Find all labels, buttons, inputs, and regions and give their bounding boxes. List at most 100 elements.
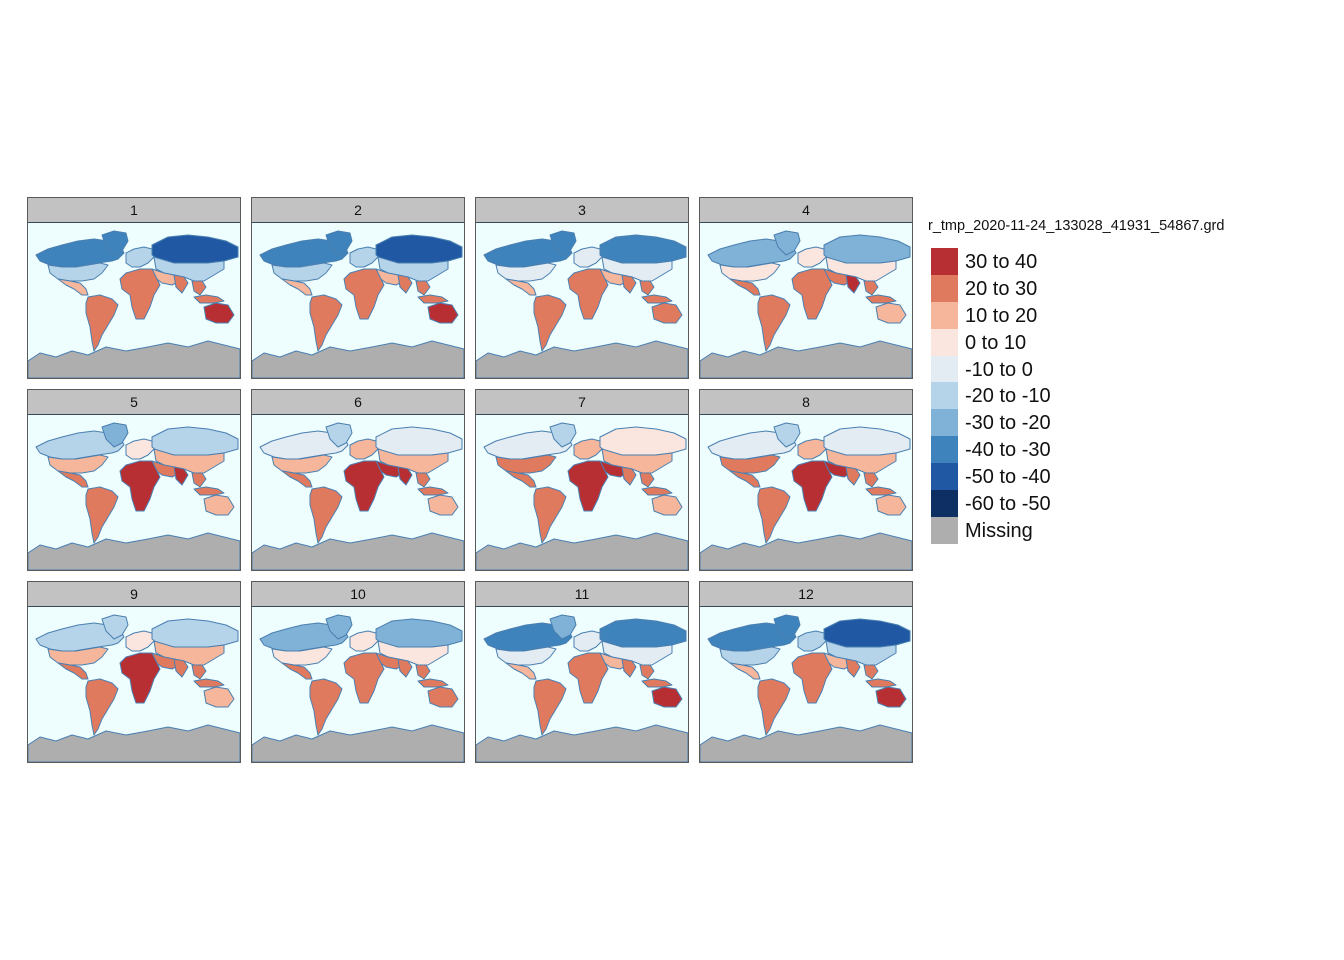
region-europe [573, 438, 603, 460]
map-panel: 11 [475, 581, 689, 763]
legend-swatch [931, 328, 958, 356]
map-panel: 7 [475, 389, 689, 571]
region-indonesia [641, 678, 673, 688]
legend-item: 30 to 40 [928, 248, 1224, 275]
region-indonesia [193, 678, 225, 688]
region-mexico [505, 278, 537, 296]
legend-item: 20 to 30 [928, 274, 1224, 302]
region-europe [797, 438, 827, 460]
facet-grid: 1 2 3 4 5 6 7 8 9 10 11 12 [27, 197, 914, 763]
region-seasia [639, 280, 655, 296]
region-greenland [325, 614, 353, 640]
panel-title: 5 [28, 390, 240, 415]
legend-swatch [931, 436, 958, 464]
region-africa [343, 652, 385, 704]
region-greenland [549, 230, 577, 256]
map-panel: 10 [251, 581, 465, 763]
region-mexico [281, 278, 313, 296]
region-greenland [101, 422, 129, 448]
panel-title: 1 [28, 198, 240, 223]
legend-item: -20 to -10 [928, 382, 1224, 410]
region-samerica [85, 294, 119, 352]
temperature-map [28, 415, 240, 570]
region-samerica [85, 486, 119, 544]
region-seasia [639, 472, 655, 488]
map-panel: 2 [251, 197, 465, 379]
panel-title: 10 [252, 582, 464, 607]
region-africa [343, 460, 385, 512]
legend-swatch [931, 274, 958, 302]
map-panel: 6 [251, 389, 465, 571]
region-mexico [505, 662, 537, 680]
region-europe [125, 246, 155, 268]
panel-title: 8 [700, 390, 912, 415]
legend-label: 30 to 40 [965, 251, 1038, 273]
region-africa [119, 460, 161, 512]
panel-title: 9 [28, 582, 240, 607]
region-seasia [863, 280, 879, 296]
region-mexico [57, 278, 89, 296]
temperature-map [700, 607, 912, 762]
region-greenland [549, 614, 577, 640]
region-samerica [309, 678, 343, 736]
region-indonesia [641, 486, 673, 496]
region-seasia [191, 280, 207, 296]
region-australia [427, 494, 459, 516]
region-indonesia [193, 486, 225, 496]
legend-swatch [931, 301, 958, 329]
legend-swatch [931, 382, 958, 410]
region-indonesia [417, 678, 449, 688]
temperature-map [476, 415, 688, 570]
legend-item: 0 to 10 [928, 328, 1224, 356]
region-australia [203, 686, 235, 708]
temperature-map [252, 223, 464, 378]
temperature-map [252, 607, 464, 762]
region-seasia [639, 664, 655, 680]
region-samerica [533, 294, 567, 352]
region-antarctica [476, 724, 688, 762]
legend-item: -10 to 0 [928, 355, 1224, 383]
region-antarctica [476, 340, 688, 378]
region-greenland [101, 230, 129, 256]
region-europe [573, 630, 603, 652]
legend-swatch [931, 516, 958, 544]
region-australia [203, 494, 235, 516]
region-africa [791, 460, 833, 512]
panel-title: 11 [476, 582, 688, 607]
region-seasia [191, 472, 207, 488]
region-antarctica [252, 340, 464, 378]
region-indonesia [193, 294, 225, 304]
region-indonesia [417, 294, 449, 304]
region-europe [125, 438, 155, 460]
legend-item: -30 to -20 [928, 409, 1224, 437]
region-europe [125, 630, 155, 652]
region-india [845, 658, 861, 678]
region-africa [119, 268, 161, 320]
region-greenland [549, 422, 577, 448]
map-panel: 1 [27, 197, 241, 379]
legend-label: 10 to 20 [965, 304, 1038, 327]
legend-item: -40 to -30 [928, 436, 1224, 464]
region-mexico [57, 470, 89, 488]
region-antarctica [28, 340, 240, 378]
temperature-map [28, 607, 240, 762]
region-indonesia [865, 294, 897, 304]
legend-swatch [931, 463, 958, 491]
region-antarctica [476, 532, 688, 570]
legend-item: -50 to -40 [928, 463, 1224, 491]
region-australia [875, 686, 907, 708]
legend-swatch [931, 490, 958, 518]
region-india [621, 466, 637, 486]
region-africa [567, 460, 609, 512]
region-seasia [415, 472, 431, 488]
region-india [397, 658, 413, 678]
temperature-map [700, 415, 912, 570]
legend-item: Missing [928, 516, 1224, 544]
region-greenland [773, 422, 801, 448]
map-panel: 12 [699, 581, 913, 763]
legend-swatch [931, 409, 958, 437]
region-seasia [415, 664, 431, 680]
region-seasia [863, 664, 879, 680]
region-australia [875, 302, 907, 324]
temperature-map [476, 607, 688, 762]
